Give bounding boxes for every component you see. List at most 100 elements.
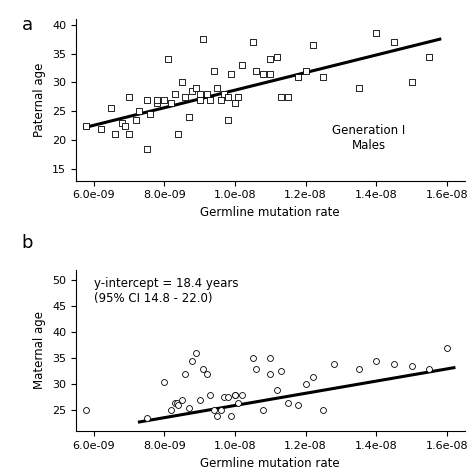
Point	[97, 125, 104, 133]
Point	[302, 67, 310, 75]
Point	[173, 399, 180, 406]
Point	[273, 53, 281, 60]
Point	[235, 93, 242, 100]
Point	[443, 344, 451, 352]
Point	[189, 357, 196, 365]
Point	[121, 122, 129, 129]
Point	[273, 386, 281, 393]
Point	[235, 399, 242, 406]
Point	[355, 365, 362, 373]
Point	[203, 90, 210, 98]
Point	[266, 355, 274, 362]
Point	[284, 93, 292, 100]
Point	[111, 131, 118, 138]
Text: Generation I
Males: Generation I Males	[332, 124, 406, 152]
Point	[224, 116, 232, 124]
Point	[224, 393, 232, 401]
Point	[143, 414, 150, 422]
Point	[185, 113, 193, 121]
Point	[146, 110, 154, 118]
Point	[199, 36, 207, 43]
Point	[132, 116, 140, 124]
Point	[309, 373, 316, 380]
Point	[259, 70, 267, 78]
Point	[118, 119, 126, 127]
Point	[259, 407, 267, 414]
Point	[171, 399, 179, 406]
Point	[277, 93, 284, 100]
Point	[231, 391, 238, 399]
Point	[174, 131, 182, 138]
Point	[373, 357, 380, 365]
Point	[231, 391, 238, 399]
X-axis label: Germline mutation rate: Germline mutation rate	[201, 206, 340, 219]
Point	[153, 96, 161, 104]
Text: b: b	[21, 234, 33, 252]
Point	[295, 73, 302, 81]
Point	[408, 79, 415, 86]
Point	[355, 84, 362, 92]
Point	[182, 93, 189, 100]
Point	[210, 407, 218, 414]
Point	[189, 87, 196, 95]
Point	[167, 99, 175, 107]
Point	[425, 53, 433, 60]
Point	[220, 393, 228, 401]
Point	[220, 90, 228, 98]
Point	[164, 55, 172, 63]
Point	[206, 391, 214, 399]
Point	[319, 73, 327, 81]
Point	[182, 370, 189, 378]
Point	[408, 362, 415, 370]
Text: y-intercept = 18.4 years
(95% CI 14.8 - 22.0): y-intercept = 18.4 years (95% CI 14.8 - …	[93, 277, 238, 305]
Point	[199, 365, 207, 373]
Point	[252, 67, 260, 75]
Point	[143, 96, 150, 104]
Point	[82, 407, 90, 414]
Point	[185, 404, 193, 411]
Point	[217, 96, 225, 104]
Point	[295, 401, 302, 409]
Point	[196, 396, 203, 404]
Point	[266, 55, 274, 63]
Point	[167, 407, 175, 414]
Point	[373, 29, 380, 37]
Point	[390, 360, 398, 367]
Point	[238, 391, 246, 399]
Point	[160, 378, 168, 385]
Point	[192, 84, 200, 92]
Point	[213, 412, 221, 419]
Point	[266, 70, 274, 78]
Point	[390, 38, 398, 46]
Point	[136, 108, 143, 115]
Point	[231, 99, 238, 107]
Point	[203, 370, 210, 378]
Point	[228, 412, 235, 419]
Point	[266, 370, 274, 378]
Point	[224, 93, 232, 100]
Y-axis label: Maternal age: Maternal age	[34, 311, 46, 390]
Point	[217, 407, 225, 414]
Point	[302, 381, 310, 388]
Point	[196, 90, 203, 98]
Point	[196, 96, 203, 104]
Point	[174, 401, 182, 409]
Point	[206, 96, 214, 104]
Point	[82, 122, 90, 129]
Point	[125, 131, 133, 138]
Point	[153, 99, 161, 107]
Point	[213, 84, 221, 92]
Point	[143, 145, 150, 153]
Point	[160, 96, 168, 104]
Point	[309, 41, 316, 49]
Point	[284, 399, 292, 406]
Point	[249, 38, 256, 46]
Point	[108, 105, 115, 112]
Point	[252, 365, 260, 373]
Point	[330, 360, 337, 367]
Point	[238, 61, 246, 69]
X-axis label: Germline mutation rate: Germline mutation rate	[201, 456, 340, 470]
Point	[249, 355, 256, 362]
Y-axis label: Paternal age: Paternal age	[34, 63, 46, 137]
Point	[228, 70, 235, 78]
